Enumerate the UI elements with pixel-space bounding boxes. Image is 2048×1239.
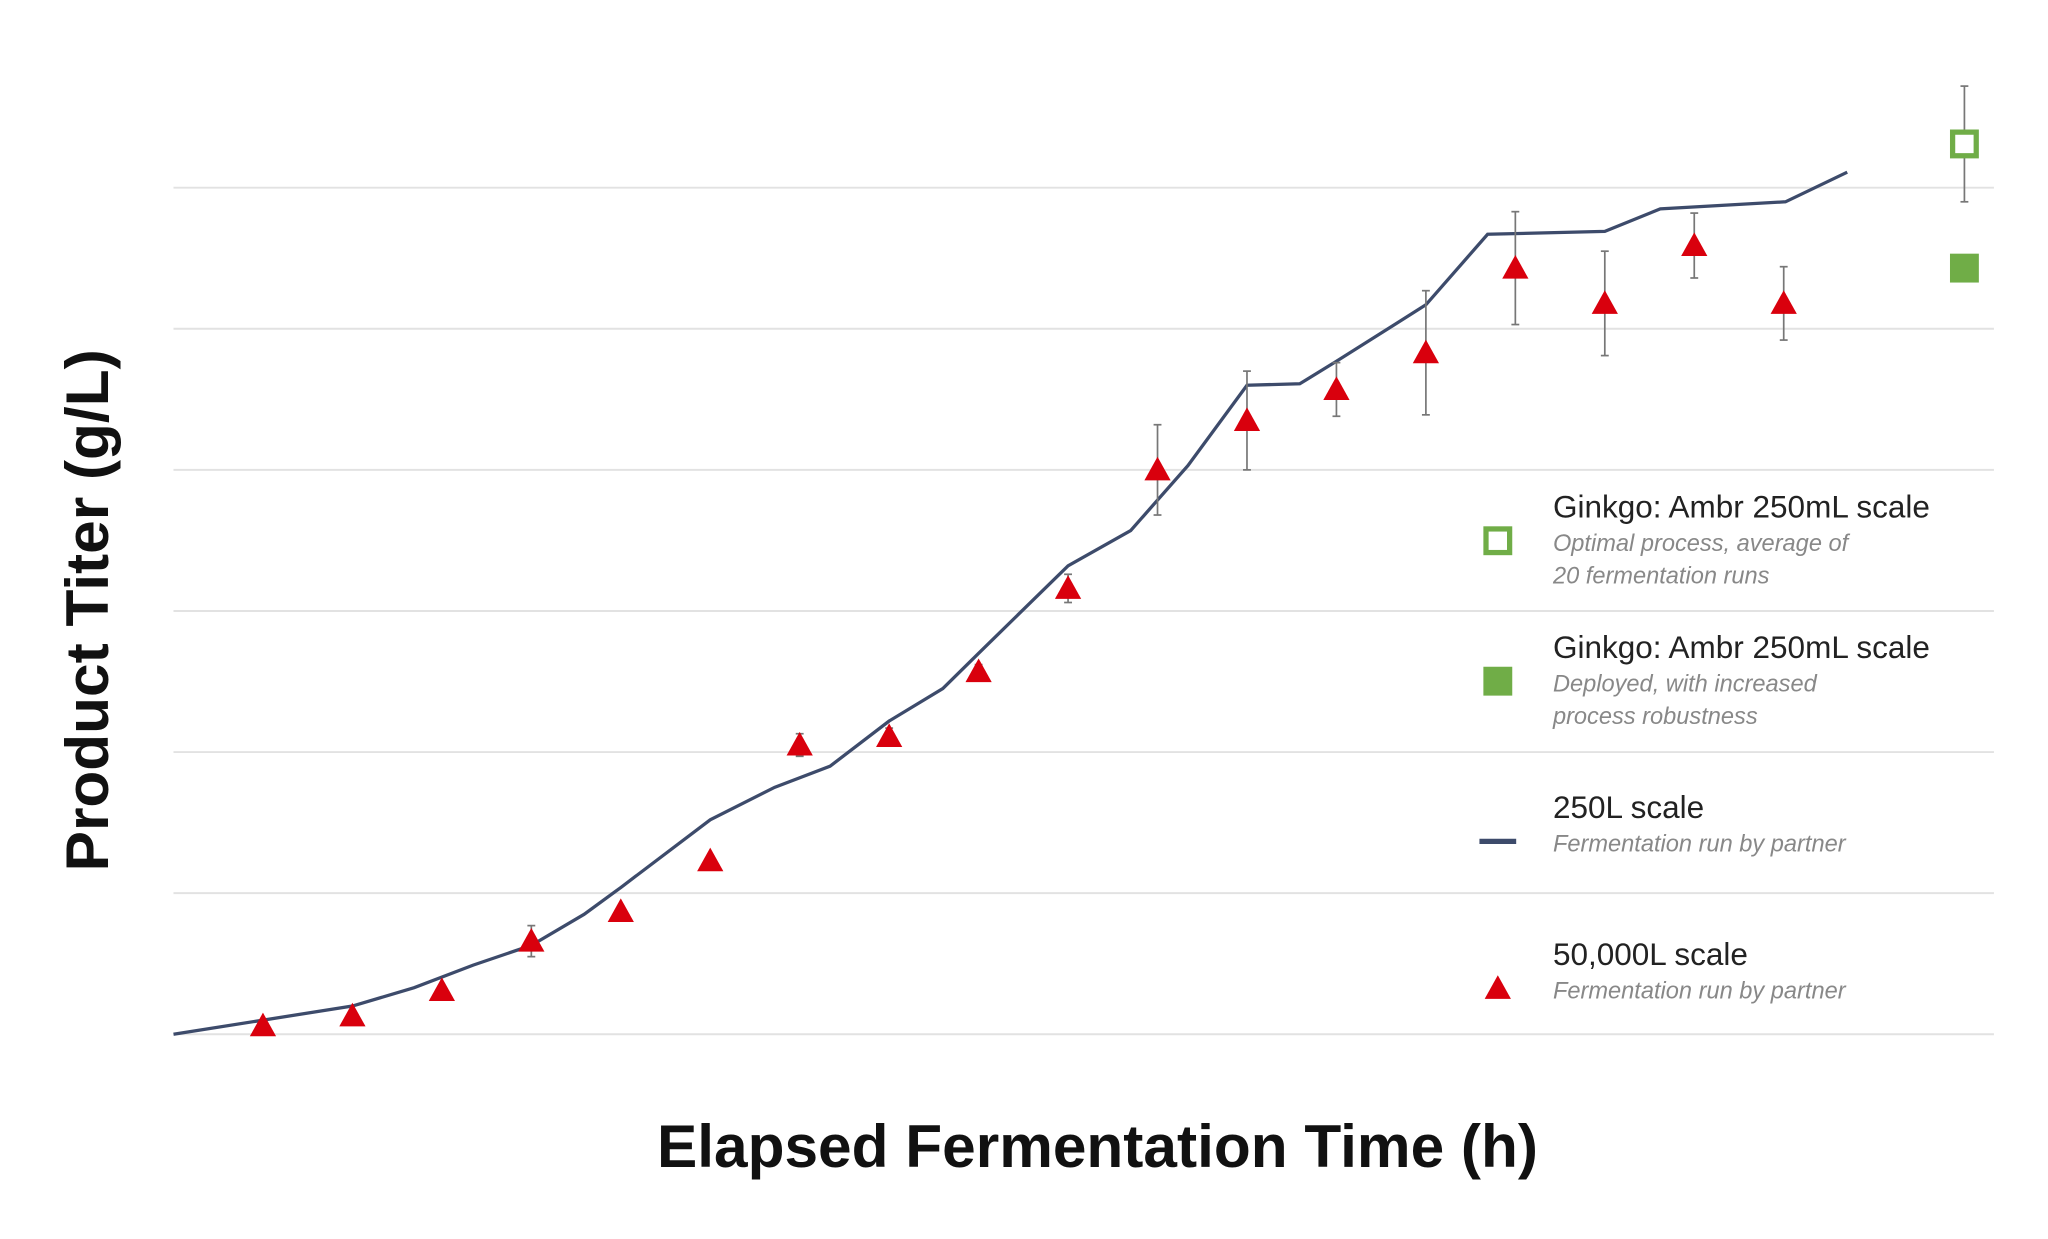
triangle-marker (607, 898, 634, 922)
triangle-marker (1502, 254, 1529, 279)
triangle-marker (786, 731, 813, 756)
legend-description: Fermentation run by partner (1553, 831, 1847, 857)
legend-description: process robustness (1552, 704, 1758, 730)
legend-label: 50,000L scale (1553, 936, 1748, 972)
legend-marker (1483, 526, 1513, 556)
line-series (173, 170, 1848, 1036)
triangle-marker (1144, 456, 1171, 481)
legend-label: Ginkgo: Ambr 250mL scale (1553, 629, 1930, 665)
legend-marker (1484, 975, 1511, 999)
triangle-marker (965, 658, 992, 683)
legend-description: 20 fermentation runs (1552, 564, 1770, 590)
triangle-marker (339, 1002, 366, 1027)
triangle-marker (1054, 575, 1082, 599)
square-marker (1949, 253, 1979, 283)
triangle-marker (518, 928, 545, 952)
triangle-marker (876, 723, 903, 748)
legend-label: 250L scale (1553, 789, 1704, 825)
triangle-marker (697, 847, 724, 872)
x-axis-title: Elapsed Fermentation Time (h) (657, 1112, 1538, 1180)
legend-description: Deployed, with increased (1553, 671, 1818, 697)
legend-marker (1483, 666, 1513, 696)
triangle-marker (1323, 376, 1350, 400)
triangle-marker (1770, 290, 1797, 314)
open-square-marker (1949, 129, 1979, 159)
triangle-marker (428, 977, 455, 1002)
triangle-marker (1591, 290, 1618, 314)
triangle-marker (249, 1012, 277, 1037)
triangle-marker (1233, 407, 1261, 431)
triangle-marker (1412, 339, 1440, 364)
legend-description: Optimal process, average of (1553, 531, 1851, 557)
legend-description: Fermentation run by partner (1553, 978, 1847, 1004)
y-axis-title: Product Titer (g/L) (53, 349, 121, 871)
triangle-marker (1681, 232, 1708, 257)
legend-label: Ginkgo: Ambr 250mL scale (1553, 489, 1930, 525)
